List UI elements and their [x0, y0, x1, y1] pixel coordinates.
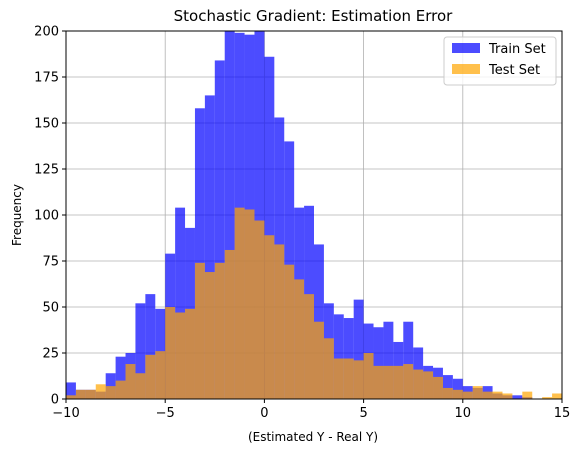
x-tick-label: 10 — [455, 406, 472, 421]
histogram-bar — [145, 354, 156, 399]
histogram-bar — [423, 371, 434, 399]
histogram-bar — [452, 378, 463, 399]
histogram-bar — [185, 308, 195, 399]
x-tick-label: 5 — [359, 406, 367, 421]
histogram-bar — [383, 365, 394, 399]
histogram-bar — [264, 56, 275, 399]
y-tick-label: 175 — [34, 71, 59, 86]
y-tick-label: 25 — [42, 347, 59, 362]
histogram-bar — [95, 384, 106, 399]
x-axis-label: (Estimated Y - Real Y) — [248, 430, 378, 444]
y-tick-label: 75 — [42, 255, 59, 270]
histogram-bar — [294, 279, 305, 399]
histogram-bar — [165, 307, 176, 399]
histogram-bar — [393, 365, 404, 399]
histogram-bar — [314, 321, 324, 399]
x-tick-label: −5 — [156, 406, 175, 421]
histogram-bar — [542, 397, 553, 399]
x-tick-label: 0 — [260, 406, 268, 421]
y-tick-label: 200 — [34, 25, 59, 40]
histogram-bar — [105, 386, 116, 399]
histogram-bar — [284, 264, 295, 399]
x-tick-label: −10 — [52, 406, 79, 421]
histogram-bar — [155, 351, 166, 399]
histogram-bar — [214, 60, 225, 399]
histogram-bar — [234, 207, 245, 399]
histogram-bar — [224, 249, 235, 399]
histogram-bar — [145, 294, 156, 399]
histogram-bar — [373, 327, 384, 399]
legend-label-test: Test Set — [488, 63, 540, 78]
histogram-bar — [343, 358, 354, 399]
histogram-bar — [115, 380, 126, 399]
chart-title: Stochastic Gradient: Estimation Error — [174, 7, 454, 25]
histogram-bar — [254, 31, 265, 399]
bars — [66, 31, 562, 400]
histogram-bar — [353, 360, 364, 399]
histogram-bar — [383, 321, 394, 399]
histogram-bar — [224, 31, 235, 399]
series-test — [66, 207, 562, 399]
histogram-bar — [264, 235, 275, 399]
histogram-bar — [135, 303, 146, 399]
legend-swatch-test — [452, 64, 480, 74]
histogram-bar — [274, 244, 285, 399]
histogram-bar — [482, 391, 493, 399]
histogram-bar — [204, 95, 215, 400]
histogram-bar — [125, 364, 136, 399]
histogram-bar — [442, 375, 453, 399]
histogram-bar — [472, 386, 483, 399]
histogram-bar — [373, 365, 384, 399]
legend-swatch-train — [452, 43, 480, 53]
histogram-bar — [353, 299, 364, 399]
histogram-bar — [323, 338, 334, 399]
y-tick-label: 50 — [42, 301, 59, 316]
histogram-bar — [194, 262, 205, 399]
histogram-bar — [363, 353, 374, 399]
histogram-bar — [254, 220, 265, 399]
histogram-bar — [135, 373, 146, 399]
histogram-bar — [66, 382, 76, 399]
legend: Train Set Test Set — [443, 36, 557, 86]
histogram-bar — [512, 395, 523, 399]
histogram-bar — [194, 108, 205, 399]
histogram-bar — [175, 207, 186, 399]
histogram-bar — [115, 356, 126, 399]
histogram-bar — [175, 312, 186, 399]
histogram-bar — [452, 389, 463, 399]
histogram-bar — [413, 369, 424, 399]
histogram-bar — [502, 393, 513, 399]
histogram-bar — [333, 314, 344, 399]
histogram-bar — [75, 389, 86, 399]
histogram-bar — [522, 391, 533, 399]
histogram-bar — [433, 376, 443, 399]
histogram-bar — [244, 209, 255, 399]
histogram-bar — [492, 391, 503, 399]
histogram-bar — [462, 391, 473, 399]
histogram-bar — [66, 395, 76, 399]
histogram-bar — [442, 387, 453, 399]
histogram-bar — [214, 262, 225, 399]
histogram-bar — [403, 364, 414, 399]
y-tick-label: 125 — [34, 163, 59, 178]
histogram-bar — [304, 294, 314, 399]
y-axis-label: Frequency — [10, 184, 24, 246]
histogram-bar — [403, 321, 414, 399]
histogram-bar — [552, 393, 562, 399]
y-tick-label: 0 — [51, 393, 59, 408]
y-tick-label: 150 — [34, 117, 59, 132]
legend-label-train: Train Set — [488, 42, 546, 57]
x-tick-label: 15 — [554, 406, 571, 421]
y-tick-label: 100 — [34, 209, 59, 224]
histogram-bar — [204, 272, 215, 399]
histogram-bar — [333, 358, 344, 399]
histogram-bar — [85, 389, 96, 399]
